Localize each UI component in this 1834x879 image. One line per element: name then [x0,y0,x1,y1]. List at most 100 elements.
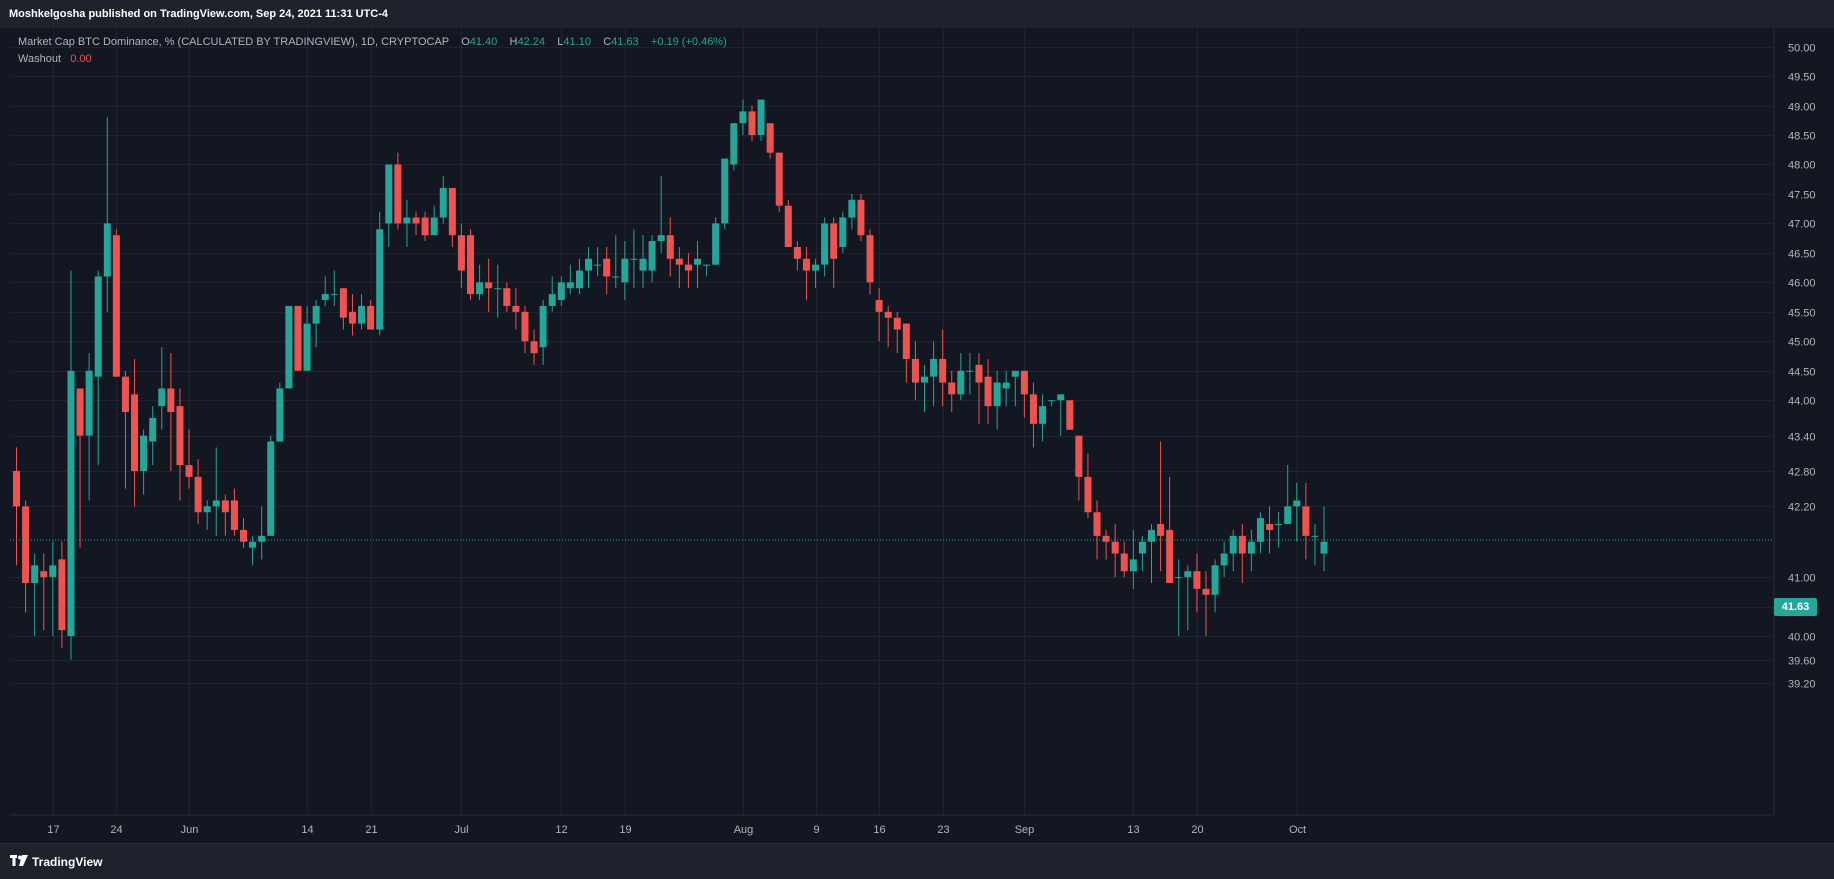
candle-body [1320,541,1328,554]
legend-indicator-value: 0.00 [70,53,92,65]
candles [13,99,1328,660]
candle [1093,500,1101,560]
legend-low-label: L [557,36,564,48]
grid-lines [10,28,1774,815]
candle-body [530,341,538,354]
candle-body [103,223,111,277]
candle-body [467,235,474,295]
candle [221,494,229,536]
candle [1202,571,1210,637]
candle-body [585,258,593,271]
candle-body [694,258,701,265]
candle-body [1293,500,1301,507]
candle-body [1029,394,1037,424]
candle [975,353,983,424]
candle-body [1211,565,1219,595]
chart-legend[interactable]: Market Cap BTC Dominance, % (CALCULATED … [18,34,727,68]
candle [1039,394,1047,442]
y-tick-label: 43.40 [1788,432,1816,444]
candle-body [385,164,393,224]
candle [830,217,838,289]
legend-symbol[interactable]: Market Cap BTC Dominance, % (CALCULATED … [18,36,449,48]
y-tick-label: 42.20 [1788,502,1816,514]
candle-body [267,441,275,536]
candle-body [539,305,547,348]
candle [585,246,593,289]
legend-indicator-row[interactable]: Washout 0.00 [18,51,727,68]
candle [784,199,792,247]
candle-body [884,311,892,318]
candle [594,246,602,277]
candle [694,241,701,289]
candle [893,311,901,354]
legend-indicator-name[interactable]: Washout [18,53,62,65]
candle [339,288,347,330]
candle-body [830,223,838,259]
tradingview-logo-icon[interactable] [10,855,28,867]
candle-body [975,364,983,383]
candle [131,358,139,507]
candle-body [448,188,456,236]
candle [412,211,420,236]
candle [548,276,556,312]
candle-body [748,111,756,135]
candle [367,300,375,330]
legend-close-label: C [603,36,612,48]
y-tick-label: 50.00 [1788,43,1816,55]
candle-body [167,388,175,413]
candle-body [857,199,865,236]
candle [839,211,847,253]
candle-body [757,99,765,135]
candle-body [221,500,229,513]
candle-body [412,217,420,224]
legend-close-value: 41.63 [611,36,639,48]
candle-body [1202,588,1210,595]
candle-body [149,417,157,442]
candle [230,488,238,536]
y-tick-label: 48.00 [1788,160,1816,172]
candle [494,264,502,318]
last-price-label: 41.63 [1774,598,1817,616]
y-tick-label: 39.20 [1788,679,1816,691]
candle-body [1002,382,1010,389]
candle-body [40,571,48,578]
candle-body [957,370,965,395]
candle [1320,506,1328,572]
x-tick-label: 24 [110,824,122,836]
candle-body [503,288,511,306]
candle [984,358,992,424]
candle-body [793,246,801,259]
time-axis[interactable]: 17 24 Jun 14 21 Jul 12 19 Aug 9 16 23 Sep 13 20 Oct [47,824,1306,836]
x-tick-label: Jun [181,824,199,836]
price-axis[interactable]: 50.00 49.50 49.00 48.50 48.00 47.50 47.00 46.50… [1788,43,1816,691]
candle [430,205,438,236]
candle-body [22,506,30,583]
x-tick-label: Jul [454,824,468,836]
legend-change: +0.19 (+0.46%) [650,36,727,48]
candle-body [67,370,75,637]
chart-area[interactable]: 50.00 49.50 49.00 48.50 48.00 47.50 47.00 46.50… [0,28,1834,843]
candlestick-chart[interactable]: 50.00 49.50 49.00 48.50 48.00 47.50 47.00 46.50… [0,28,1834,843]
legend-symbol-row[interactable]: Market Cap BTC Dominance, % (CALCULATED … [18,34,727,51]
candle-body [1238,535,1246,554]
candle-body [1148,529,1155,542]
tradingview-brand[interactable]: TradingView [32,855,103,869]
candle-body [1275,524,1283,526]
y-tick-label: 47.00 [1788,219,1816,231]
candle [1029,382,1037,448]
candle [657,176,665,253]
candle [321,276,329,306]
legend-high-value: 42.24 [517,36,546,48]
candle-body [421,217,429,236]
candle-body [921,376,928,383]
candle-body [848,199,856,218]
candle [358,294,366,330]
candle-body [285,305,293,389]
candle [857,193,865,242]
candle [348,294,356,336]
candle [748,105,756,141]
candle-body [575,270,583,289]
candle-body [1302,506,1310,536]
candle [575,258,583,295]
candle-body [839,217,847,247]
